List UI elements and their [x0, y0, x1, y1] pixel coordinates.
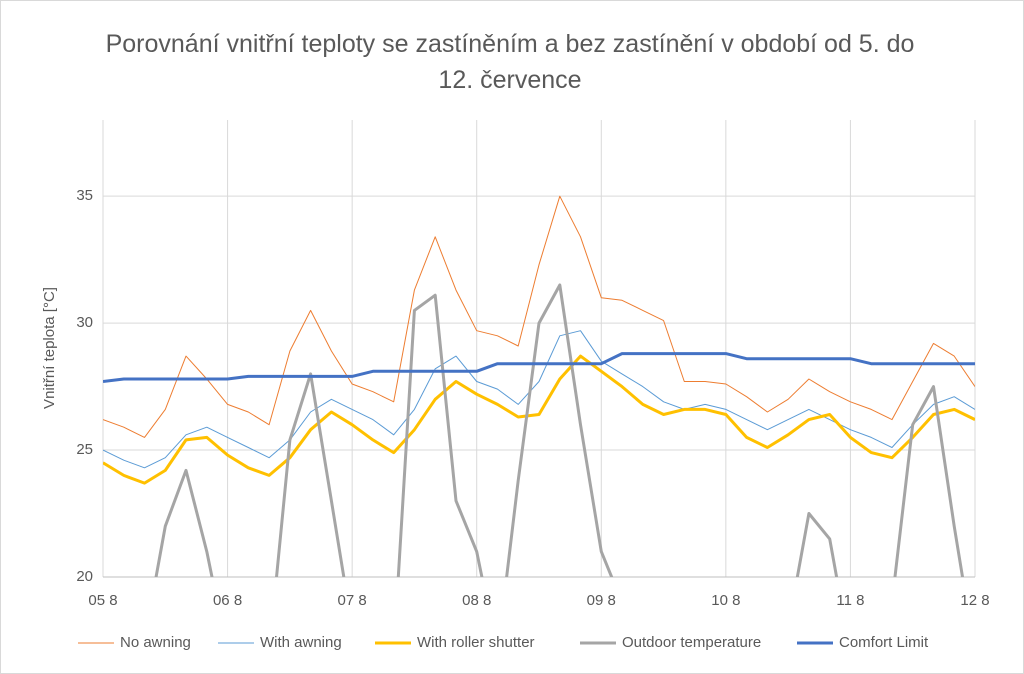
series-line — [103, 195, 975, 438]
series-line — [103, 354, 975, 485]
y-tick-label: 35 — [76, 187, 93, 204]
legend-label: Comfort Limit — [839, 634, 929, 651]
series-line — [103, 352, 975, 383]
plot-area — [103, 195, 975, 577]
chart-title: Porovnání vnitřní teploty se zastíněním … — [105, 30, 915, 94]
series-line — [103, 330, 975, 469]
legend-label: No awning — [120, 634, 191, 651]
x-tick-label: 05 8 — [88, 592, 117, 609]
x-tick-label: 06 8 — [213, 592, 242, 609]
y-tick-label: 30 — [76, 314, 93, 331]
legend-label: With roller shutter — [417, 634, 535, 651]
x-tick-label: 09 8 — [587, 592, 616, 609]
x-tick-label: 12 8 — [960, 592, 989, 609]
y-tick-label: 20 — [76, 568, 93, 585]
legend-label: Outdoor temperature — [622, 634, 761, 651]
series-line — [154, 283, 965, 577]
x-tick-label: 08 8 — [462, 592, 491, 609]
x-tick-label: 11 8 — [836, 592, 864, 609]
y-tick-label: 25 — [76, 441, 93, 458]
legend-label: With awning — [260, 634, 342, 651]
x-tick-label: 10 8 — [711, 592, 740, 609]
x-tick-label: 07 8 — [338, 592, 367, 609]
y-axis-label: Vnitřní teplota [°C] — [41, 287, 58, 409]
